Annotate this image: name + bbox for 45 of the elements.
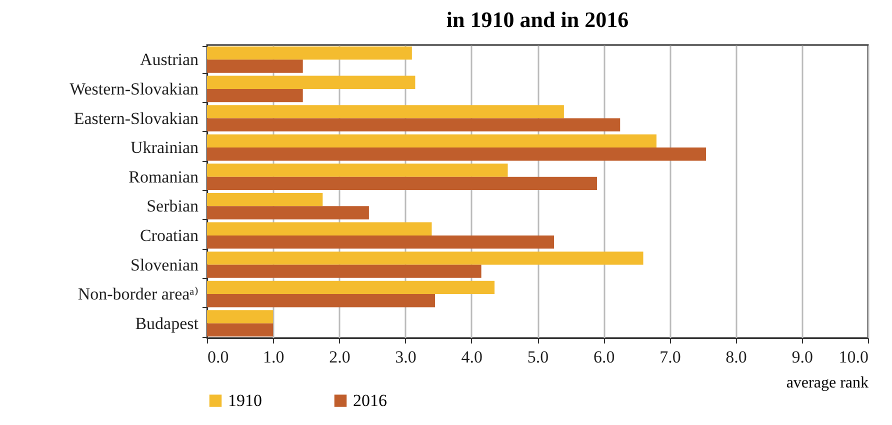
y-tick-label: Serbian <box>146 196 199 216</box>
chart-title: in 1910 and in 2016 <box>446 7 629 32</box>
bar <box>207 134 656 148</box>
bar <box>207 264 482 278</box>
x-tick-label: 2.0 <box>329 348 350 366</box>
legend-label: 1910 <box>228 390 262 410</box>
x-tick-label: 1.0 <box>262 348 284 366</box>
bar <box>207 176 597 190</box>
y-tick-label: Croatian <box>140 226 199 245</box>
bar <box>207 206 369 220</box>
bar <box>207 280 495 294</box>
bar <box>207 310 274 324</box>
bar <box>207 76 416 89</box>
bar <box>207 235 554 249</box>
legend-label: 2016 <box>353 390 387 410</box>
bar <box>207 105 564 118</box>
bar <box>207 88 303 102</box>
bar <box>207 323 274 337</box>
x-axis-title: average rank <box>786 374 868 392</box>
x-tick-label: 8.0 <box>726 348 747 366</box>
x-tick-label: 9.0 <box>792 348 814 366</box>
x-tick-label: 0.0 <box>208 348 229 366</box>
x-tick-label: 3.0 <box>395 348 416 366</box>
bar <box>207 118 620 132</box>
y-tick-label: Budapest <box>135 314 199 333</box>
x-tick-label: 5.0 <box>527 348 549 366</box>
bar <box>207 60 303 73</box>
bar <box>207 294 436 308</box>
y-tick-label: Austrian <box>140 50 199 70</box>
x-tick-label: 7.0 <box>660 348 681 366</box>
bar <box>207 164 508 177</box>
x-tick-label: 4.0 <box>461 348 483 366</box>
y-tick-label: Romanian <box>128 167 199 186</box>
bar <box>207 252 644 265</box>
y-tick-label: Ukrainian <box>130 138 199 158</box>
y-tick-label: Western-Slovakian <box>70 79 199 98</box>
y-tick-label: Non-border areaᵃ⁾ <box>78 284 198 304</box>
bar <box>207 148 706 161</box>
x-tick-label: 6.0 <box>593 348 615 366</box>
y-tick-label: Eastern-Slovakian <box>74 108 199 128</box>
bar <box>207 222 432 236</box>
bar <box>207 192 323 206</box>
y-tick-label: Slovenian <box>130 255 199 274</box>
bar <box>207 46 412 60</box>
x-tick-label: 10.0 <box>838 348 868 366</box>
